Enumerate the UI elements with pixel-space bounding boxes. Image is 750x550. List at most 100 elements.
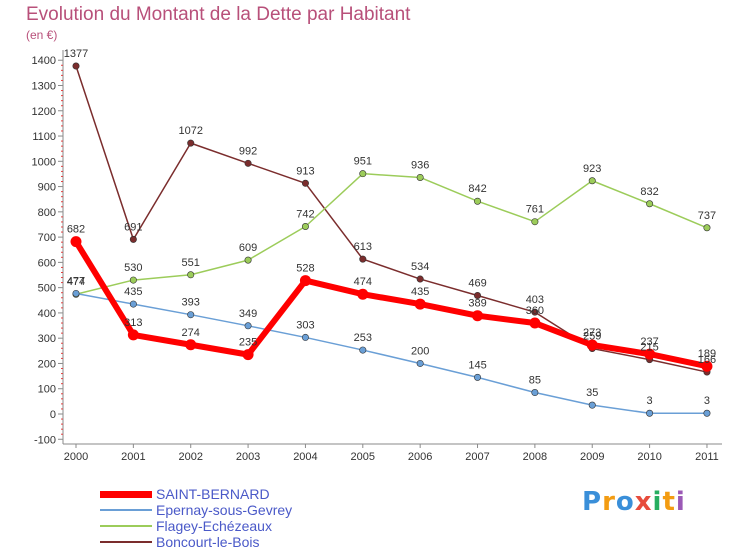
series-3-data-label: 403 — [526, 294, 544, 306]
series-1-data-label: 435 — [124, 286, 142, 298]
x-tick-label: 2003 — [236, 451, 260, 463]
logo-letter: t — [662, 487, 676, 517]
series-1-point — [301, 333, 309, 341]
series-3-data-label: 469 — [468, 277, 486, 289]
y-tick-label: 400 — [38, 308, 56, 320]
series-3-data-label: 913 — [296, 165, 314, 177]
series-2-data-label: 936 — [411, 159, 429, 171]
series-0-data-label: 528 — [296, 263, 314, 275]
series-1-data-label: 3 — [647, 395, 653, 407]
series-2-data-label: 923 — [583, 163, 601, 175]
legend-label: Boncourt-le-Bois — [156, 534, 260, 550]
logo-letter: o — [615, 487, 635, 517]
series-2-point — [703, 224, 711, 232]
series-1-data-label: 393 — [182, 297, 200, 309]
legend-label: Flagey-Echézeaux — [156, 518, 272, 534]
series-0-data-label: 273 — [583, 327, 601, 339]
y-tick-label: 1300 — [32, 80, 56, 92]
series-0-point — [586, 339, 598, 351]
series-2-data-label: 474 — [67, 276, 85, 288]
series-0-data-label: 360 — [526, 305, 544, 317]
series-1-point — [531, 389, 539, 397]
series-1-data-label: 145 — [468, 359, 486, 371]
series-3-point — [187, 139, 195, 147]
y-tick-label: 500 — [38, 283, 56, 295]
series-1-point — [646, 409, 654, 417]
series-line-2 — [75, 172, 708, 295]
series-0-point — [701, 360, 713, 372]
series-2-point — [531, 218, 539, 226]
series-3-data-label: 259 — [583, 331, 601, 343]
x-tick-label: 2002 — [178, 451, 202, 463]
series-1-point — [187, 311, 195, 319]
x-tick-label: 2009 — [580, 451, 604, 463]
logo-letter: P — [582, 487, 603, 517]
y-tick-label: 1100 — [32, 131, 56, 143]
y-tick-label: 1200 — [32, 106, 56, 118]
legend-item: Boncourt-le-Bois — [100, 534, 292, 550]
series-3-data-label: 1072 — [178, 125, 202, 137]
series-line-3 — [75, 65, 708, 373]
y-tick-label: 200 — [38, 358, 56, 370]
series-3-point — [474, 291, 482, 299]
series-2-data-label: 609 — [239, 242, 257, 254]
series-1-data-label: 253 — [354, 332, 372, 344]
series-3-data-label: 215 — [640, 342, 658, 354]
series-2-point — [244, 256, 252, 264]
series-2-point — [588, 177, 596, 185]
series-0-data-label: 435 — [411, 286, 429, 298]
series-1-data-label: 200 — [411, 345, 429, 357]
series-3-data-label: 992 — [239, 145, 257, 157]
series-0-data-label: 313 — [124, 317, 142, 329]
legend-label: SAINT-BERNARD — [156, 486, 270, 502]
series-2-data-label: 742 — [296, 208, 314, 220]
series-2-data-label: 842 — [468, 183, 486, 195]
series-0-point — [414, 298, 426, 310]
series-0-data-label: 235 — [239, 337, 257, 349]
series-1-point — [129, 300, 137, 308]
series-3-point — [72, 62, 80, 70]
series-1-point — [72, 289, 80, 297]
series-3-data-label: 534 — [411, 261, 429, 273]
series-2-point — [416, 173, 424, 181]
y-tick-label: 100 — [38, 384, 56, 396]
series-1-data-label: 35 — [586, 387, 598, 399]
series-3-point — [359, 255, 367, 263]
series-2-data-label: 737 — [698, 210, 716, 222]
y-axis-unit: (en €) — [26, 28, 58, 42]
x-tick-label: 2001 — [121, 451, 145, 463]
x-tick-label: 2000 — [64, 451, 88, 463]
series-3-point — [129, 235, 137, 243]
series-2-point — [129, 276, 137, 284]
x-tick-label: 2008 — [523, 451, 547, 463]
x-tick-label: 2005 — [351, 451, 375, 463]
y-tick-label: 1000 — [32, 156, 56, 168]
series-3-data-label: 166 — [698, 354, 716, 366]
series-3-point — [531, 308, 539, 316]
y-tick-label: 700 — [38, 232, 56, 244]
series-0-point — [357, 288, 369, 300]
legend-swatch — [100, 490, 152, 498]
x-tick-label: 2011 — [695, 451, 719, 463]
series-0-point — [644, 348, 656, 360]
series-line-0 — [73, 238, 710, 370]
proxiti-logo: Proxiti — [582, 487, 686, 517]
series-3-point — [244, 159, 252, 167]
series-2-data-label: 832 — [640, 186, 658, 198]
y-tick-label: 1400 — [32, 55, 56, 67]
series-3-point — [416, 275, 424, 283]
series-2-data-label: 530 — [124, 262, 142, 274]
series-0-data-label: 474 — [354, 276, 372, 288]
series-3-data-label: 691 — [124, 221, 142, 233]
y-tick-label: -100 — [34, 434, 56, 446]
series-1-data-label: 303 — [296, 319, 314, 331]
legend-item: SAINT-BERNARD — [100, 486, 292, 502]
series-2-data-label: 551 — [182, 257, 200, 269]
series-1-point — [474, 373, 482, 381]
legend-label: Epernay-sous-Gevrey — [156, 502, 293, 518]
x-tick-label: 2010 — [637, 451, 661, 463]
series-line-1 — [75, 292, 708, 414]
series-2-data-label: 761 — [526, 204, 544, 216]
series-1-point — [359, 346, 367, 354]
